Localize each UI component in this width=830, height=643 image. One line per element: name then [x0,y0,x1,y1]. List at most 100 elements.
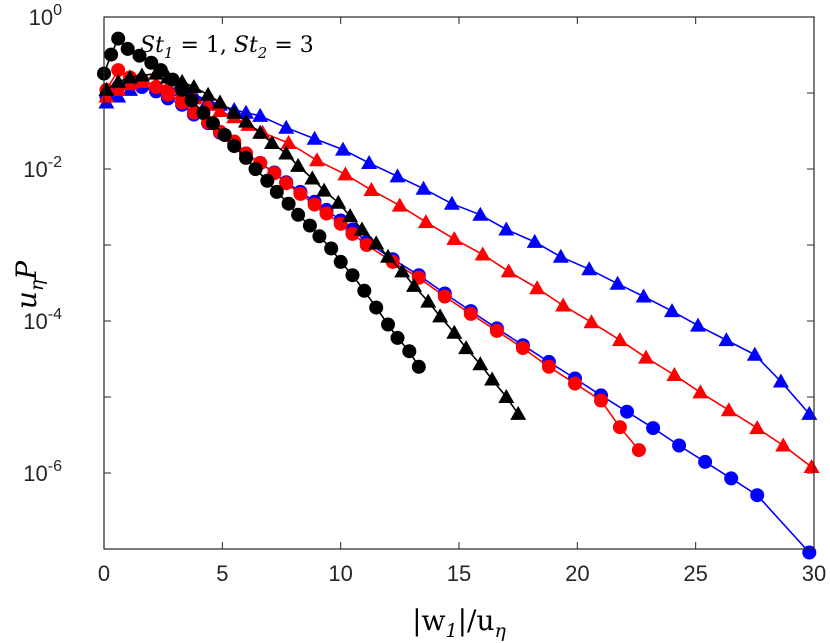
data-point-circle [269,184,284,199]
series-black-triangles [98,65,527,420]
data-point-circle [319,206,334,221]
data-point-triangle [226,104,243,119]
data-point-triangle [746,346,763,361]
data-point-triangle [110,73,127,88]
data-point-triangle [185,79,202,93]
plot-frame [103,16,815,550]
data-point-circle [345,226,360,241]
data-point-circle [165,72,180,87]
data-point-circle [120,41,135,56]
data-point-triangle [526,233,543,248]
data-point-triangle [583,314,600,329]
x-tick-label: 25 [683,561,707,586]
data-point-circle [111,63,126,78]
data-point-circle [175,82,190,97]
data-point-circle [281,196,296,211]
data-point-triangle [484,371,501,386]
data-point-triangle [611,332,628,347]
tick-labels: 0 5 10 15 20 25 30 10-6 10-4 10-2 100 [23,2,826,586]
y-tick-label: 100 [29,2,62,30]
data-point-triangle [238,113,254,128]
data-point-triangle [335,141,351,156]
data-point-circle [489,323,504,338]
data-point-triangle [309,152,325,167]
data-point-triangle [638,349,654,364]
data-point-circle [132,48,147,63]
data-point-triangle [354,221,370,236]
data-point-triangle [474,246,491,261]
data-point-circle [672,438,687,453]
x-tick-label: 5 [216,561,228,586]
data-point-circle [620,404,634,419]
tick-marks [103,16,815,549]
data-point-triangle [278,119,295,134]
data-point-circle [568,376,582,391]
data-point-triangle [316,182,333,197]
data-point-circle [631,443,646,458]
data-point-circle [612,420,627,435]
data-point-triangle [368,235,385,250]
data-point-circle [293,186,308,201]
data-point-triangle [432,308,449,323]
data-point-triangle [252,124,269,139]
data-point-circle [111,31,126,46]
data-point-circle [357,283,372,298]
data-point-triangle [342,208,359,223]
data-point-triangle [238,104,254,119]
data-point-triangle [635,288,652,303]
data-point-triangle [555,297,572,312]
data-point-circle [291,207,306,222]
data-point-triangle [581,261,598,276]
data-point-circle [104,47,119,62]
data-point-triangle [692,384,709,399]
data-point-circle [302,218,317,233]
data-point-circle [149,80,164,94]
data-point-circle [541,359,556,374]
data-point-circle [184,93,199,108]
data-point-triangle [290,157,307,172]
data-point-triangle [803,459,820,473]
data-point-triangle [498,221,515,236]
data-point-circle [515,341,530,356]
x-tick-label: 10 [328,561,352,586]
data-point-triangle [446,324,463,339]
data-point-circle [411,359,426,374]
data-point-triangle [552,248,569,263]
data-point-triangle [801,405,818,420]
data-point-triangle [337,166,354,181]
data-point-circle [750,488,765,503]
data-point-circle [402,344,417,359]
y-tick-label: 10-2 [23,154,62,182]
data-point-triangle [417,214,434,229]
x-tick-label: 20 [565,561,589,586]
data-point-circle [160,87,175,102]
x-tick-label: 0 [98,561,110,586]
data-point-triangle [304,170,321,185]
data-point-circle [227,139,242,154]
data-point-circle [463,306,478,321]
data-point-circle [153,63,168,78]
data-point-circle [333,254,348,269]
data-point-triangle [363,182,380,196]
data-point-triangle [252,107,269,122]
data-point-triangle [472,356,489,371]
data-point-triangle [133,67,150,82]
data-point-triangle [389,168,406,183]
data-point-circle [312,229,327,244]
data-point-circle [345,268,360,283]
x-tick-label: 15 [447,561,471,586]
data-point-triangle [529,280,546,295]
data-point-triangle [443,195,460,210]
data-point-circle [217,128,232,142]
data-point-triangle [330,194,347,209]
data-point-circle [381,317,395,332]
data-point-triangle [212,94,228,109]
y-tick-label: 10-4 [23,306,62,334]
data-point-triangle [98,81,115,96]
data-point-circle [144,55,159,70]
data-point-triangle [110,81,127,96]
data-point-circle [646,421,661,436]
data-point-circle [279,176,294,191]
data-point-triangle [415,180,432,195]
